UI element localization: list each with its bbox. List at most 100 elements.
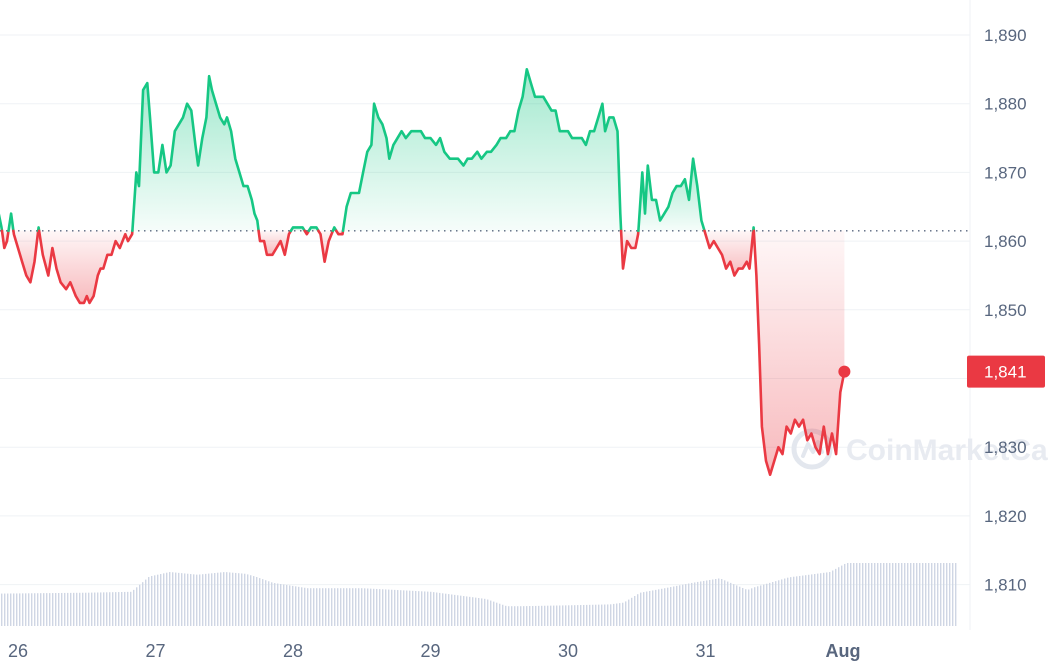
volume-bar [346, 588, 348, 626]
volume-bar [82, 592, 84, 626]
volume-bar [607, 604, 609, 626]
volume-bar [73, 592, 75, 626]
y-tick-label: 1,850 [984, 301, 1027, 320]
volume-bar [340, 588, 342, 626]
volume-bar [7, 593, 9, 626]
area-below-open [39, 230, 133, 303]
volume-bar [379, 589, 381, 626]
volume-bar [637, 594, 639, 626]
volume-bar [463, 596, 465, 626]
price-line-down [619, 229, 640, 270]
volume-bar [268, 581, 270, 626]
volume-bar [907, 563, 909, 626]
volume-bar [178, 572, 180, 626]
volume-bar [703, 580, 705, 626]
volume-bar [820, 573, 822, 626]
volume-bar [760, 585, 762, 626]
volume-bar [610, 604, 612, 626]
volume-bar [691, 582, 693, 626]
current-price-marker: 1,841 [838, 355, 1045, 388]
volume-bar [169, 572, 171, 626]
volume-bar [319, 588, 321, 626]
volume-bar [70, 592, 72, 626]
volume-bars [1, 563, 957, 626]
volume-bar [835, 568, 837, 626]
volume-bar [739, 586, 741, 626]
volume-bar [646, 591, 648, 626]
volume-bar [34, 593, 36, 626]
volume-bar [568, 605, 570, 626]
volume-bar [790, 577, 792, 626]
volume-bar [718, 578, 720, 626]
volume-bar [664, 588, 666, 626]
volume-bar [247, 574, 249, 626]
volume-bar [850, 563, 852, 626]
volume-bar [538, 605, 540, 626]
volume-bar [163, 573, 165, 626]
volume-bar [817, 573, 819, 626]
volume-bar [148, 577, 150, 626]
y-tick-label: 1,830 [984, 438, 1027, 457]
volume-bar [133, 589, 135, 626]
volume-bar [160, 574, 162, 626]
volume-bar [106, 592, 108, 626]
price-line-down [0, 229, 10, 250]
volume-bar [325, 588, 327, 626]
volume-bar [97, 592, 99, 626]
volume-bar [130, 591, 132, 626]
y-tick-label: 1,890 [984, 26, 1027, 45]
volume-bar [553, 605, 555, 626]
volume-bar [292, 585, 294, 626]
volume-bar [643, 592, 645, 626]
area-above-open [638, 158, 705, 231]
volume-bar [742, 587, 744, 626]
volume-bar [679, 585, 681, 626]
volume-bar [910, 563, 912, 626]
volume-bar [94, 592, 96, 626]
volume-bar [676, 585, 678, 626]
volume-bar [175, 572, 177, 626]
volume-bar [61, 592, 63, 626]
volume-bar [343, 588, 345, 626]
volume-bar [352, 588, 354, 626]
volume-bar [184, 573, 186, 626]
volume-bar [241, 573, 243, 626]
volume-bar [262, 579, 264, 626]
volume-bar [454, 594, 456, 626]
price-line-up [307, 226, 320, 233]
volume-bar [298, 586, 300, 626]
volume-bar [592, 604, 594, 626]
volume-bar [754, 587, 756, 626]
volume-bar [154, 575, 156, 626]
volume-bar [865, 563, 867, 626]
y-axis: 1,8901,8801,8701,8601,8501,8401,8301,820… [984, 26, 1027, 595]
price-line-down [12, 229, 40, 284]
volume-bar [19, 593, 21, 626]
volume-bar [505, 605, 507, 626]
y-tick-label: 1,880 [984, 95, 1027, 114]
volume-bar [22, 593, 24, 626]
volume-bar [235, 572, 237, 626]
volume-bar [526, 606, 528, 626]
y-tick-label: 1,820 [984, 507, 1027, 526]
volume-bar [301, 587, 303, 626]
volume-bar [67, 592, 69, 626]
volume-bar [670, 587, 672, 626]
volume-bar [58, 592, 60, 626]
volume-bar [511, 606, 513, 626]
x-tick-label: 30 [558, 641, 578, 661]
volume-bar [547, 605, 549, 626]
volume-bar [937, 563, 939, 626]
volume-bar [838, 567, 840, 626]
price-line-down [37, 229, 134, 305]
volume-bar [883, 563, 885, 626]
volume-bar [916, 563, 918, 626]
volume-bar [550, 605, 552, 626]
volume-bar [811, 574, 813, 626]
volume-bar [922, 563, 924, 626]
x-tick-label: 31 [695, 641, 715, 661]
volume-bar [190, 574, 192, 626]
volume-bar [439, 592, 441, 626]
volume-bar [766, 583, 768, 626]
volume-bar [787, 577, 789, 626]
